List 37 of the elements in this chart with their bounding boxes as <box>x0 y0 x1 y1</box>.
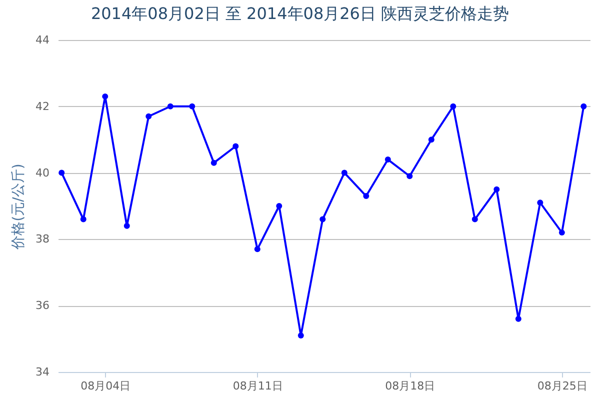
y-tick-label: 38 <box>36 232 50 246</box>
y-axis-title: 价格(元/公斤) <box>10 164 27 250</box>
point <box>320 216 326 222</box>
point <box>58 170 65 176</box>
point <box>363 193 370 200</box>
point <box>537 200 544 206</box>
point <box>558 230 565 236</box>
point <box>276 203 282 209</box>
point <box>102 93 108 100</box>
x-tick-label: 08月18日 <box>385 380 436 392</box>
point <box>298 332 304 338</box>
point <box>341 170 348 176</box>
point <box>494 186 500 192</box>
point <box>124 222 130 229</box>
y-tick-label: 42 <box>36 100 50 113</box>
x-tick-label: 08月11日 <box>232 380 283 392</box>
point <box>232 143 239 150</box>
point <box>406 173 413 180</box>
y-tick-label: 40 <box>36 166 50 180</box>
y-tick-label: 34 <box>36 366 50 378</box>
point <box>472 216 478 222</box>
point <box>384 156 391 163</box>
point <box>254 246 260 252</box>
point <box>210 160 217 166</box>
point <box>167 103 174 110</box>
chart-title: 2014年08月02日 至 2014年08月26日 陕西灵芝价格走势 <box>90 4 510 23</box>
x-tick-label: 08月04日 <box>80 380 131 392</box>
y-tick-label: 36 <box>36 299 50 312</box>
point <box>146 113 152 120</box>
point <box>428 136 434 143</box>
y-tick-label: 44 <box>36 34 50 46</box>
point <box>515 316 522 322</box>
point <box>80 216 86 222</box>
point <box>580 103 587 110</box>
point <box>189 103 196 110</box>
x-tick-label: 08月25日 <box>537 380 588 392</box>
point <box>450 103 456 110</box>
